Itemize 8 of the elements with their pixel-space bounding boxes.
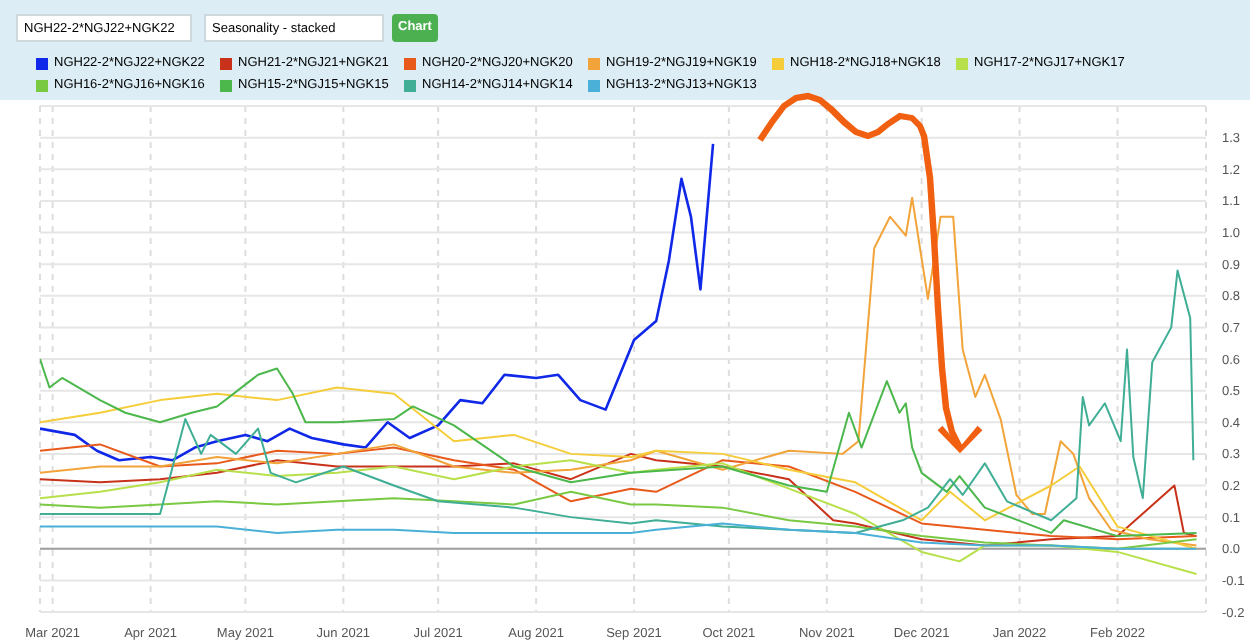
line-series xyxy=(40,358,1198,538)
line-series xyxy=(40,386,1198,550)
line-series xyxy=(40,196,1198,547)
line-series xyxy=(40,459,1198,576)
line-series xyxy=(40,490,1198,550)
line-series xyxy=(40,269,1195,534)
line-series xyxy=(40,142,715,462)
line-series xyxy=(40,522,1198,550)
